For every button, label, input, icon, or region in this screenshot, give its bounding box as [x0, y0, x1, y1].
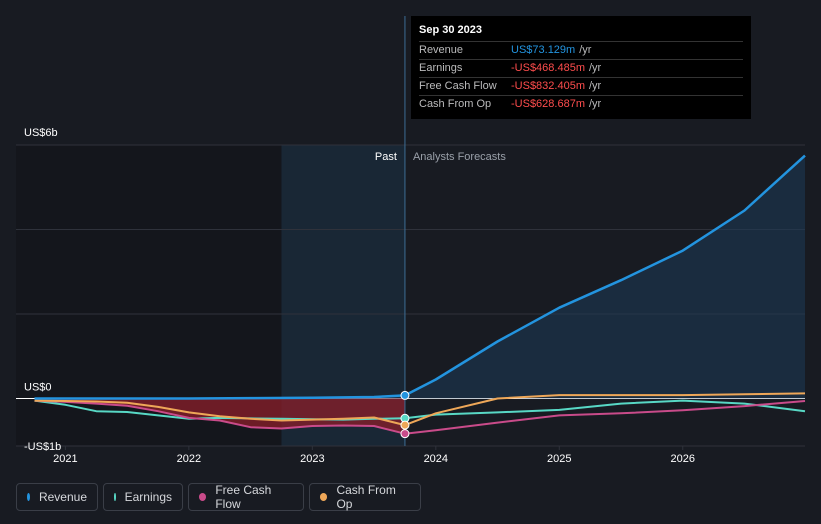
tooltip-row-earnings: Earnings -US$468.485m /yr: [419, 59, 743, 77]
legend-dot-icon: [320, 493, 328, 501]
legend-item-free-cash-flow[interactable]: Free Cash Flow: [188, 483, 304, 511]
tooltip-row-revenue: Revenue US$73.129m /yr: [419, 41, 743, 59]
x-tick-label: 2021: [53, 453, 77, 465]
legend-label: Cash From Op: [336, 483, 396, 511]
legend-label: Free Cash Flow: [215, 483, 272, 511]
tooltip-row-cash-from-op: Cash From Op -US$628.687m /yr: [419, 95, 743, 113]
y-tick-label: -US$1b: [24, 441, 61, 453]
tooltip-unit: /yr: [589, 80, 602, 92]
series-line-free-cash-flow: [34, 399, 806, 435]
tooltip-value: -US$628.687m: [511, 98, 585, 110]
y-tick-label: US$6b: [24, 127, 58, 139]
y-tick-label: US$0: [24, 382, 52, 394]
x-tick-label: 2024: [424, 453, 448, 465]
past-label: Past: [375, 151, 397, 163]
series-line-cash-from-op: [34, 392, 806, 427]
legend-label: Earnings: [124, 490, 172, 504]
series-point-revenue: [400, 390, 410, 400]
legend-dot-icon: [114, 493, 116, 501]
legend-item-earnings[interactable]: Earnings: [103, 483, 183, 511]
x-tick-label: 2026: [671, 453, 695, 465]
legend-dot-icon: [199, 493, 207, 501]
revenue-area: [34, 155, 805, 399]
tooltip: Sep 30 2023 Revenue US$73.129m /yr Earni…: [411, 16, 751, 119]
tooltip-unit: /yr: [589, 98, 602, 110]
x-tick-label: 2023: [300, 453, 324, 465]
tooltip-date: Sep 30 2023: [419, 24, 482, 36]
series-point-cash-from-op: [400, 420, 410, 430]
legend-dot-icon: [27, 493, 30, 501]
legend-item-revenue[interactable]: Revenue: [16, 483, 98, 511]
x-tick-label: 2025: [547, 453, 571, 465]
tooltip-label: Cash From Op: [419, 98, 492, 110]
tooltip-label: Earnings: [419, 62, 463, 74]
tooltip-value: -US$832.405m: [511, 80, 585, 92]
forecast-label: Analysts Forecasts: [413, 151, 506, 163]
tooltip-value: -US$468.485m: [511, 62, 585, 74]
x-tick-label: 2022: [177, 453, 201, 465]
tooltip-label: Free Cash Flow: [419, 80, 497, 92]
series-point-free-cash-flow: [400, 429, 410, 439]
legend-label: Revenue: [38, 490, 87, 504]
tooltip-unit: /yr: [579, 44, 592, 56]
tooltip-value: US$73.129m: [511, 44, 576, 56]
tooltip-row-free-cash-flow: Free Cash Flow -US$832.405m /yr: [419, 77, 743, 95]
legend-item-cash-from-op[interactable]: Cash From Op: [309, 483, 421, 511]
tooltip-label: Revenue: [419, 44, 464, 56]
tooltip-unit: /yr: [589, 62, 602, 74]
